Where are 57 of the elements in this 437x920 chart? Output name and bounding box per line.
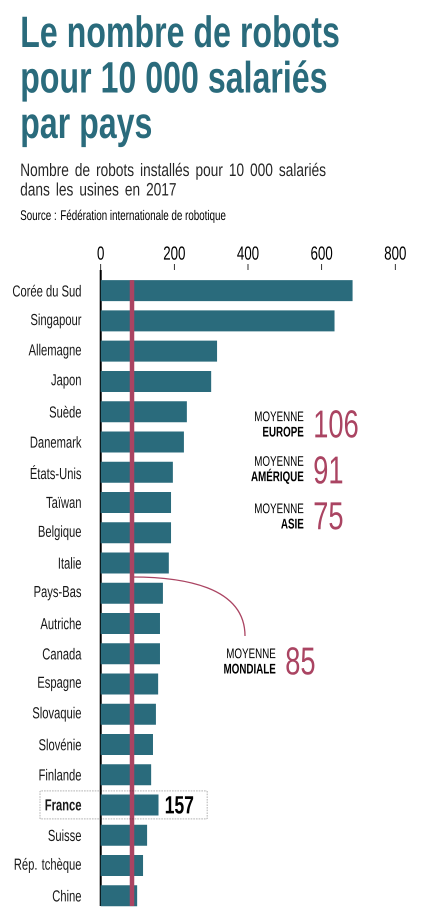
y-tick-label: Suède <box>50 406 81 418</box>
y-tick-label: Slovaquie <box>32 706 81 722</box>
bar <box>100 582 163 604</box>
bar <box>100 401 187 422</box>
bar <box>100 673 158 694</box>
data-label: 157 <box>166 796 194 814</box>
bar <box>100 552 169 574</box>
y-tick-label: Danemark <box>30 436 82 448</box>
bar <box>100 462 173 483</box>
y-tick-label: Chine <box>52 890 81 902</box>
bar <box>100 854 144 876</box>
y-tick-label: Rép. tchèque <box>14 858 81 874</box>
annotation: 91 <box>314 456 342 484</box>
bar <box>100 370 212 392</box>
annotation: 106 <box>315 410 358 438</box>
y-tick-label: Allemagne <box>28 344 81 359</box>
y-tick-label: Singapour <box>30 313 82 328</box>
annotation: 85 <box>286 647 314 675</box>
bar <box>100 280 353 302</box>
x-tick-label: 800 <box>384 246 406 260</box>
y-tick-label: Japon <box>51 374 81 389</box>
bar <box>100 340 218 362</box>
annotation: MOYENNE ASIE <box>255 503 304 529</box>
chart-title: Le nombre de robots pour 10 000 salariés par pays <box>22 15 339 148</box>
y-tick-label: Canada <box>42 648 82 660</box>
annotation: 75 <box>314 502 342 530</box>
y-tick-label: Taïwan <box>46 496 81 508</box>
x-tick-label: 200 <box>164 246 185 260</box>
y-tick-label: Italie <box>58 557 81 569</box>
y-tick-label: Slovénie <box>39 738 81 750</box>
bar <box>100 492 172 513</box>
annotation: MOYENNE EUROPE <box>255 411 304 437</box>
y-tick-label: États-Unis <box>30 465 82 480</box>
bar <box>100 643 160 664</box>
bar <box>100 704 156 725</box>
bar <box>100 612 160 634</box>
x-tick-label: 600 <box>311 246 332 260</box>
bar <box>100 310 335 332</box>
bar <box>100 794 159 816</box>
chart-subtitle: Nombre de robots installés pour 10 000 salariés dans les usines en 2017 <box>20 162 326 196</box>
annotation: MOYENNE AMÉRIQUE <box>251 456 304 484</box>
bar <box>100 431 184 452</box>
bar <box>100 522 172 544</box>
bar <box>100 734 153 755</box>
bar <box>100 824 148 846</box>
x-tick-label: 400 <box>237 246 259 260</box>
y-tick-label: Finlande <box>39 768 81 781</box>
y-tick-label: Pays-Bas <box>34 586 82 600</box>
y-tick-label: Espagne <box>38 676 81 692</box>
y-tick-label: France <box>46 799 82 811</box>
y-tick-label: Belgique <box>38 525 81 540</box>
source-note: Source : Fédération internationale de robotique <box>20 210 226 223</box>
ref-line-label: MOYENNE MONDIALE <box>224 648 276 674</box>
x-tick-label: 0 <box>98 246 104 260</box>
y-tick-label: Autriche <box>40 618 81 630</box>
y-tick-label: Suisse <box>48 829 81 842</box>
y-tick-label: Corée du Sud <box>12 284 81 297</box>
